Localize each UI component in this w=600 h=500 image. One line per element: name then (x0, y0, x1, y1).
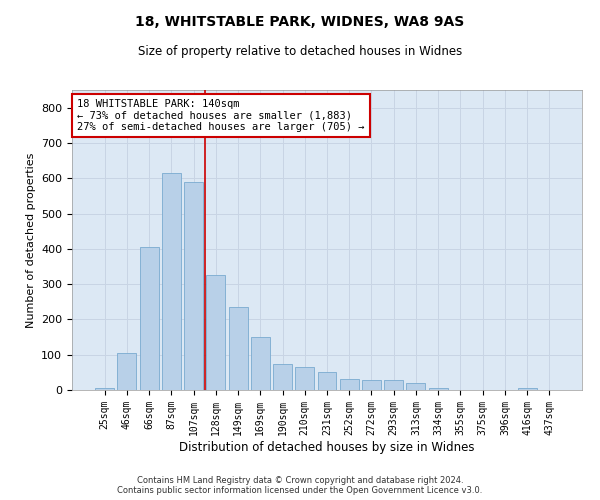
Text: Size of property relative to detached houses in Widnes: Size of property relative to detached ho… (138, 45, 462, 58)
Bar (317, 372, 337, 390)
Bar (518, 388, 536, 390)
Text: 18, WHITSTABLE PARK, WIDNES, WA8 9AS: 18, WHITSTABLE PARK, WIDNES, WA8 9AS (136, 15, 464, 29)
Bar (384, 380, 403, 390)
Bar (406, 383, 425, 390)
Bar (340, 380, 359, 390)
X-axis label: Distribution of detached houses by size in Widnes: Distribution of detached houses by size … (179, 440, 475, 454)
Bar (184, 182, 203, 390)
Bar (229, 307, 248, 390)
Bar (362, 380, 381, 390)
Bar (429, 388, 448, 390)
Bar (251, 337, 270, 390)
Bar (140, 247, 158, 390)
Bar (162, 173, 181, 390)
Text: 18 WHITSTABLE PARK: 140sqm
← 73% of detached houses are smaller (1,883)
27% of s: 18 WHITSTABLE PARK: 140sqm ← 73% of deta… (77, 99, 365, 132)
Bar (118, 353, 136, 390)
Text: Contains HM Land Registry data © Crown copyright and database right 2024.
Contai: Contains HM Land Registry data © Crown c… (118, 476, 482, 495)
Bar (295, 367, 314, 390)
Y-axis label: Number of detached properties: Number of detached properties (26, 152, 35, 328)
Bar (206, 276, 225, 390)
Bar (95, 388, 114, 390)
Bar (273, 364, 292, 390)
